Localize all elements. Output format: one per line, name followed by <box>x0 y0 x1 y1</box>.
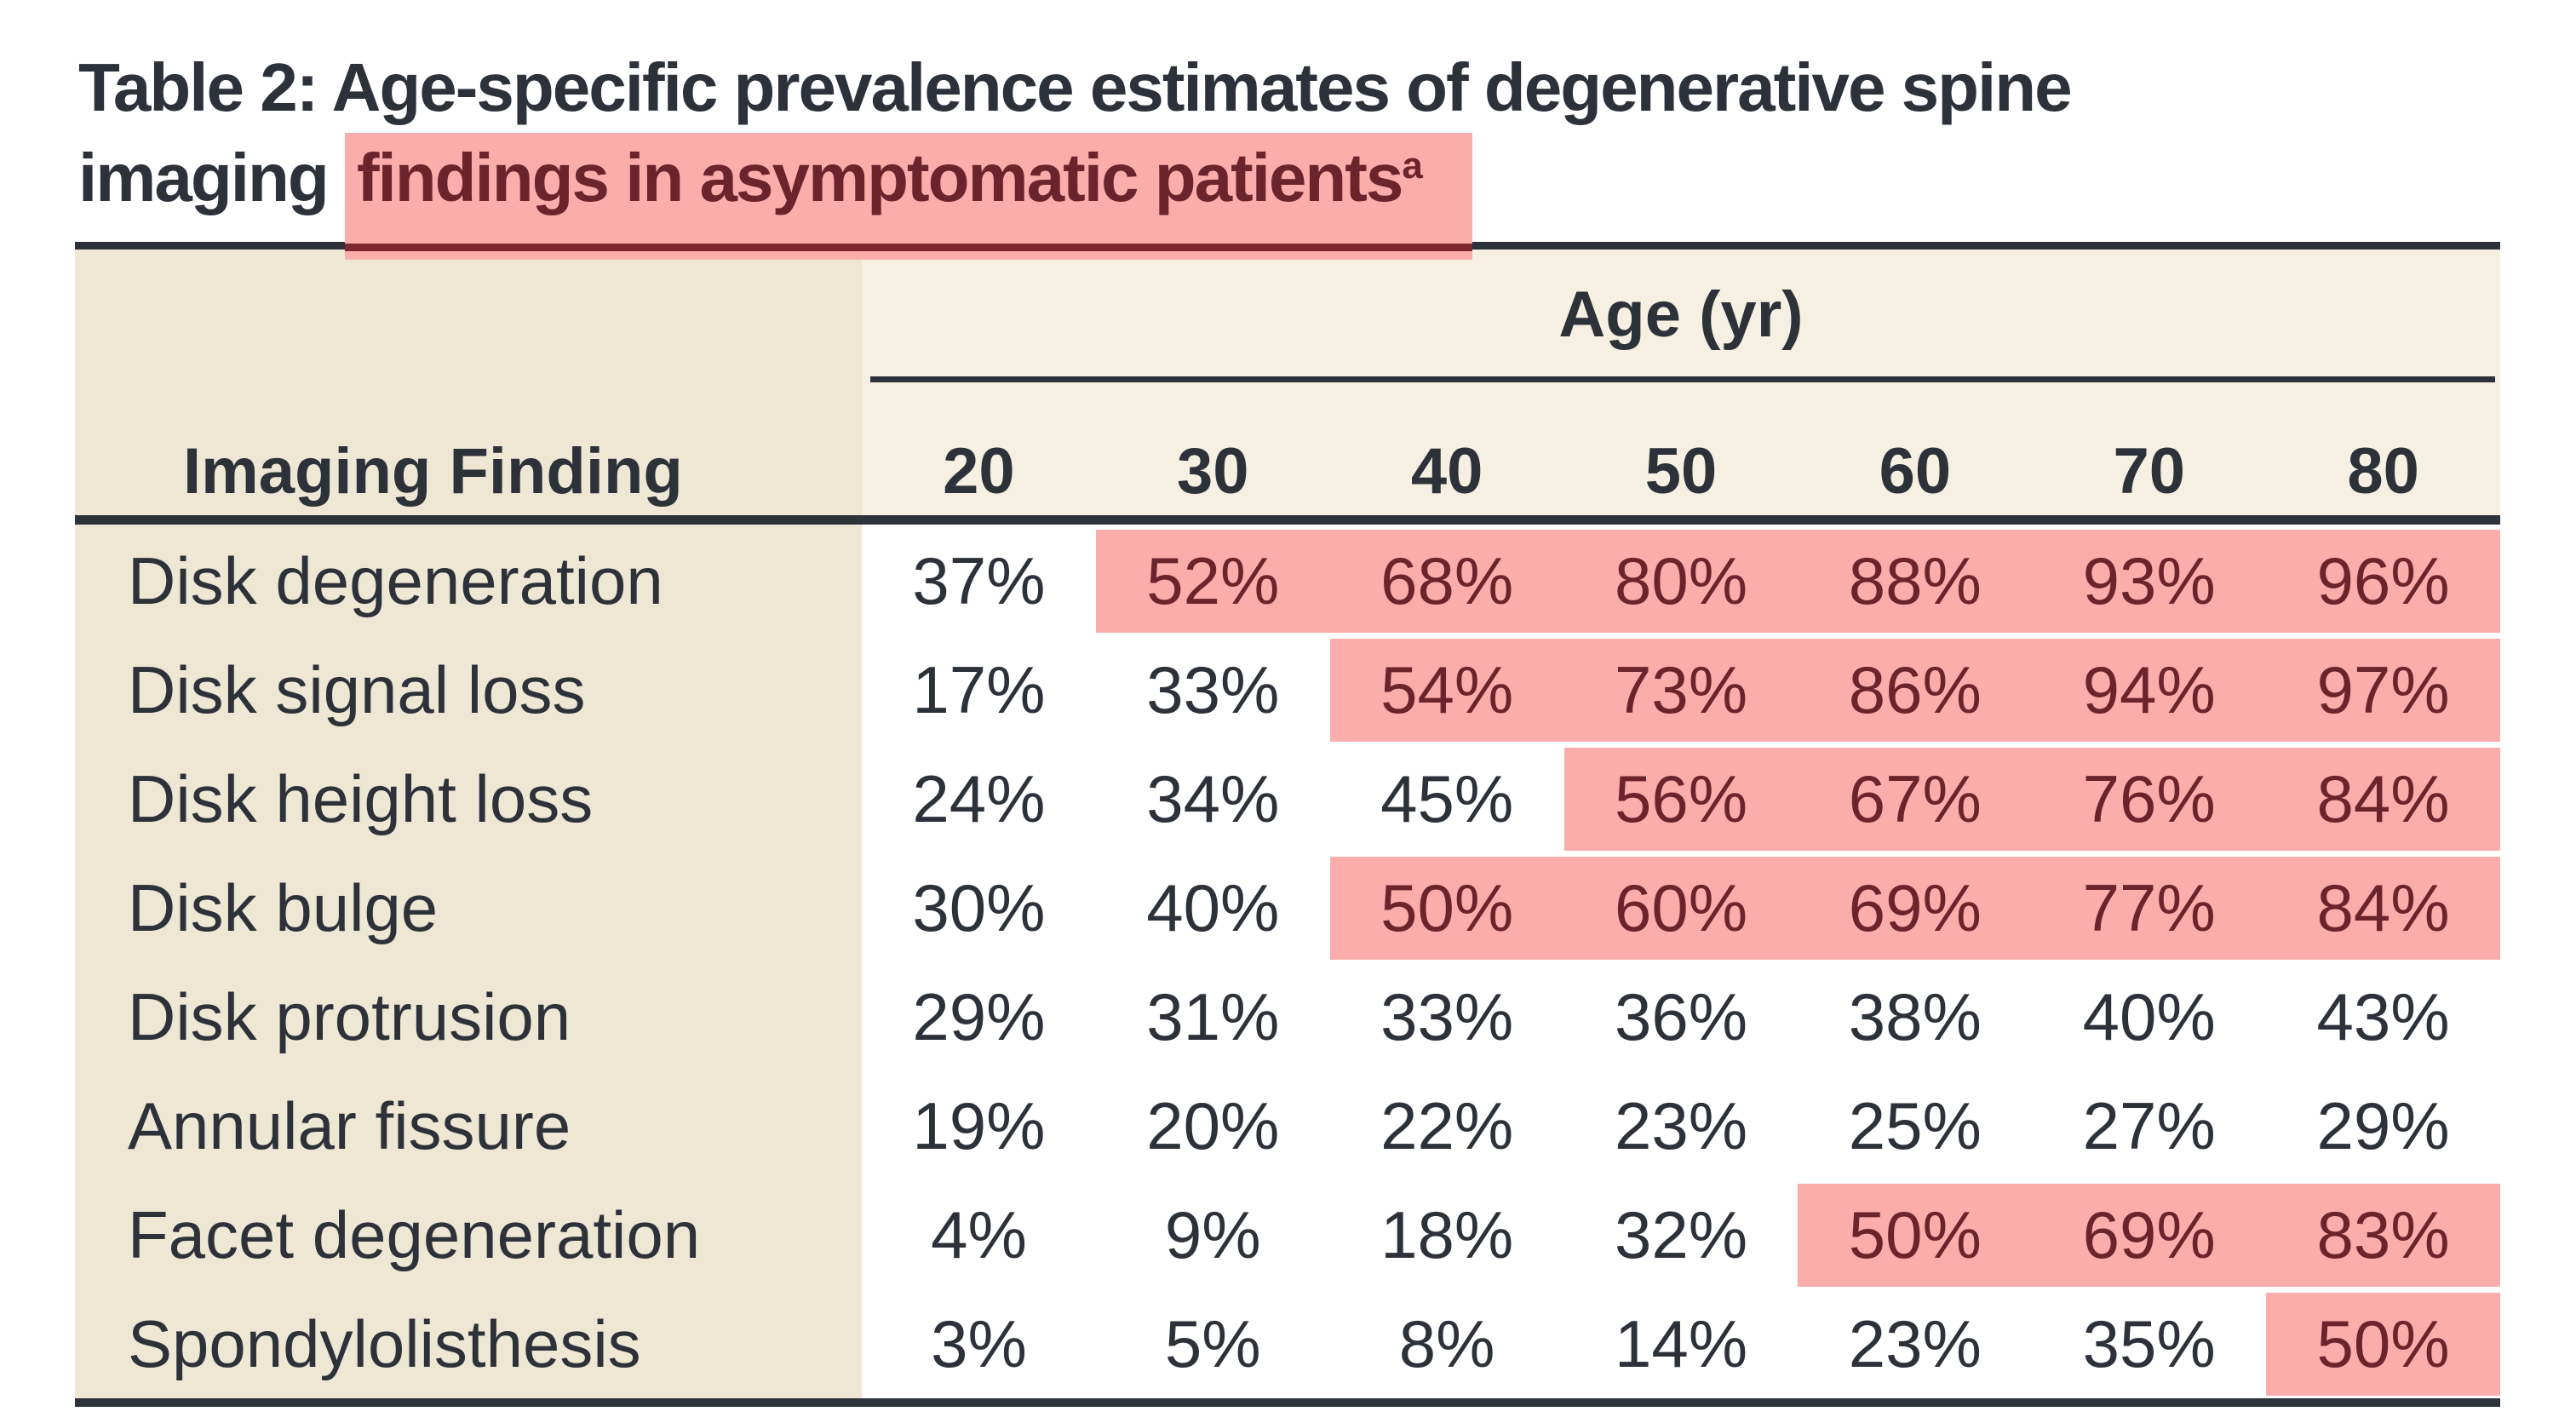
table-cell-highlighted: 50% <box>2266 1292 2501 1396</box>
table-cell: 40% <box>1146 869 1280 945</box>
row-header-column-background <box>75 250 862 1401</box>
table-cell: 9% <box>1164 1196 1261 1272</box>
table-cell-highlighted: 50% <box>1329 856 1564 960</box>
table-row: Facet degeneration 4% 9% 18% 32% 50% 69% 83% <box>75 1180 2501 1289</box>
table-cell: 18% <box>1380 1196 1514 1272</box>
table-cell-highlighted: 56% <box>1563 747 1799 851</box>
table-cell: 4% <box>931 1196 1027 1272</box>
table-cell: 23% <box>1614 1087 1748 1163</box>
row-label: Disk signal loss <box>128 651 586 727</box>
row-label: Disk height loss <box>128 760 594 836</box>
table-title: Table 2: Age-specific prevalence estimat… <box>78 43 2073 260</box>
table-row: Spondylolisthesis 3% 5% 8% 14% 23% 35% 50% <box>75 1289 2501 1398</box>
age-column-header: 50 <box>1644 435 1718 508</box>
table-row: Annular fissure 19% 20% 22% 23% 25% 27% 29% <box>75 1071 2500 1180</box>
table-cell: 3% <box>931 1305 1027 1381</box>
table-cell-highlighted: 83% <box>2266 1183 2501 1287</box>
row-label: Facet degeneration <box>128 1196 701 1272</box>
table-cell-highlighted: 67% <box>1798 747 2033 851</box>
table-cell: 29% <box>2316 1087 2450 1163</box>
row-label: Disk protrusion <box>128 978 571 1054</box>
table-cell-highlighted: 77% <box>2032 856 2267 960</box>
table-bottom-rule <box>75 1398 2500 1407</box>
table-cell-highlighted: 88% <box>1798 529 2033 633</box>
table-cell-highlighted: 69% <box>1798 856 2033 960</box>
table-cell: 24% <box>912 760 1046 836</box>
column-header-row: Imaging Finding 20 30 40 50 60 70 80 <box>75 430 2500 514</box>
table-row: Disk bulge 30% 40% 50% 60% 69% 77% 84% <box>75 853 2501 962</box>
table-cell-highlighted: 96% <box>2266 529 2501 633</box>
table-row: Disk degeneration 37% 52% 68% 80% 88% 93% 96% <box>75 526 2501 635</box>
table-cell: 19% <box>912 1087 1046 1163</box>
table-title-line2-plain: imaging <box>78 140 345 215</box>
title-highlight-text: findings in asymptomatic patients <box>356 140 1404 215</box>
table-cell-highlighted: 97% <box>2266 638 2501 742</box>
table-cell: 25% <box>1848 1087 1982 1163</box>
title-highlight: findings in asymptomatic patientsa <box>344 133 1472 260</box>
table-cell: 43% <box>2316 978 2450 1054</box>
table-cell-highlighted: 52% <box>1095 529 1330 633</box>
table-cell: 23% <box>1848 1305 1982 1381</box>
table-title-line2: imaging findings in asymptomatic patient… <box>78 133 2071 260</box>
table-cell-highlighted: 50% <box>1798 1183 2033 1287</box>
table-cell: 32% <box>1614 1196 1748 1272</box>
age-group-underline <box>870 376 2495 382</box>
row-label: Disk bulge <box>128 869 439 945</box>
age-group-label: Age (yr) <box>1558 278 1804 351</box>
table-cell: 37% <box>912 542 1046 618</box>
table-cell: 20% <box>1146 1087 1280 1163</box>
header-band-background <box>862 250 2500 519</box>
table-row: Disk protrusion 29% 31% 33% 36% 38% 40% 43% <box>75 962 2500 1071</box>
table-title-line1: Table 2: Age-specific prevalence estimat… <box>78 49 2073 125</box>
row-header-label: Imaging Finding <box>183 435 683 508</box>
table-cell: 8% <box>1398 1305 1495 1381</box>
table-cell: 22% <box>1380 1087 1514 1163</box>
table-cell-highlighted: 60% <box>1563 856 1799 960</box>
table-cell: 38% <box>1848 978 1982 1054</box>
age-column-header: 20 <box>943 435 1015 508</box>
table-cell-highlighted: 84% <box>2266 747 2501 851</box>
table-body: Disk degeneration 37% 52% 68% 80% 88% 93% 96% … <box>75 526 2501 1398</box>
age-column-header: 40 <box>1410 435 1483 508</box>
table-cell: 5% <box>1164 1305 1261 1381</box>
header-bottom-rule <box>75 515 2500 525</box>
footnote-marker: a <box>1402 144 1423 186</box>
table-row: Disk height loss 24% 34% 45% 56% 67% 76% 84% <box>75 744 2501 853</box>
table-cell: 45% <box>1380 760 1514 836</box>
table-cell-highlighted: 76% <box>2032 747 2267 851</box>
table-cell: 36% <box>1614 978 1748 1054</box>
table-cell: 14% <box>1614 1305 1748 1381</box>
table-row: Disk signal loss 17% 33% 54% 73% 86% 94% 97% <box>75 635 2501 744</box>
age-column-header: 80 <box>2347 435 2419 508</box>
table-cell-highlighted: 84% <box>2266 856 2501 960</box>
row-label: Spondylolisthesis <box>128 1305 641 1381</box>
table-cell-highlighted: 73% <box>1563 638 1799 742</box>
table-cell: 29% <box>912 978 1046 1054</box>
table-cell-highlighted: 69% <box>2032 1183 2267 1287</box>
table-cell-highlighted: 80% <box>1563 529 1799 633</box>
table-cell: 40% <box>2082 978 2216 1054</box>
table-cell: 33% <box>1380 978 1514 1054</box>
row-label: Disk degeneration <box>128 542 663 618</box>
table-cell-highlighted: 68% <box>1329 529 1564 633</box>
table-cell-highlighted: 94% <box>2032 638 2267 742</box>
table-cell: 17% <box>912 651 1046 727</box>
table-cell-highlighted: 93% <box>2032 529 2267 633</box>
row-label: Annular fissure <box>128 1087 571 1163</box>
table-cell-highlighted: 86% <box>1798 638 2033 742</box>
table-cell: 33% <box>1146 651 1280 727</box>
age-column-header: 70 <box>2113 435 2185 508</box>
age-column-header: 60 <box>1879 435 1952 508</box>
age-column-header: 30 <box>1177 435 1249 508</box>
table-cell-highlighted: 54% <box>1329 638 1564 742</box>
table-cell: 34% <box>1146 760 1280 836</box>
table-cell: 30% <box>912 869 1046 945</box>
table-cell: 31% <box>1146 978 1280 1054</box>
table-cell: 27% <box>2082 1087 2216 1163</box>
table-cell: 35% <box>2082 1305 2216 1381</box>
